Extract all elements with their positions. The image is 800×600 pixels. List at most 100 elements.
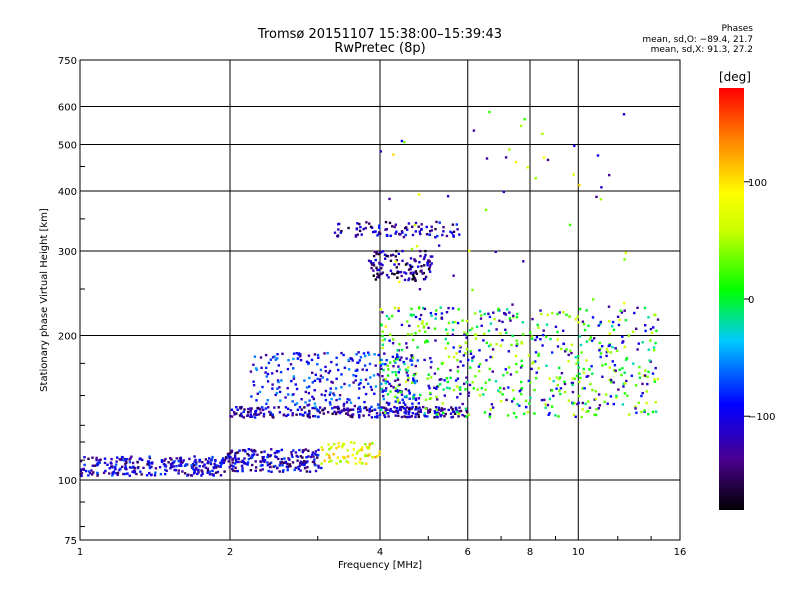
data-point [590, 365, 593, 368]
data-point [396, 270, 399, 273]
data-point [394, 370, 397, 374]
data-point [364, 392, 368, 396]
data-point [215, 466, 218, 469]
data-point [340, 373, 343, 376]
data-point [297, 467, 300, 471]
data-point [276, 357, 279, 360]
data-point [382, 368, 385, 372]
data-point [335, 412, 338, 415]
data-point [441, 233, 444, 237]
data-point [502, 190, 505, 194]
data-point [419, 313, 423, 317]
data-point [456, 370, 460, 373]
data-point [428, 260, 431, 263]
data-point [540, 398, 544, 402]
data-point [388, 221, 392, 225]
data-point [451, 333, 454, 336]
data-point [412, 377, 415, 380]
data-point [567, 399, 571, 402]
data-point [534, 360, 537, 363]
data-point [563, 391, 567, 394]
data-point [369, 385, 373, 389]
data-point [389, 234, 392, 237]
data-point [279, 461, 282, 464]
data-point [265, 366, 268, 370]
x-tick-label: 8 [527, 547, 533, 558]
data-point [277, 457, 280, 461]
data-point [358, 414, 361, 417]
data-point [261, 385, 264, 389]
data-point [412, 273, 415, 276]
data-point [241, 449, 245, 452]
data-point [112, 470, 116, 474]
data-point [515, 316, 519, 319]
data-point [585, 340, 589, 343]
data-point [321, 409, 324, 412]
data-point [385, 401, 389, 404]
data-point [462, 364, 465, 367]
data-point [377, 274, 380, 277]
data-point [372, 254, 376, 258]
data-point [394, 389, 398, 392]
data-point [416, 359, 419, 362]
data-point [617, 323, 621, 327]
data-point [164, 457, 167, 461]
data-point [372, 230, 375, 234]
data-point [571, 381, 575, 385]
data-point [347, 409, 350, 413]
data-point [305, 456, 308, 459]
data-point [519, 380, 523, 384]
data-point [571, 390, 575, 394]
data-point [274, 455, 277, 458]
data-point [484, 208, 488, 212]
data-point [414, 398, 418, 402]
data-point [110, 462, 113, 465]
data-point [545, 335, 548, 339]
data-point [438, 378, 441, 381]
data-point [332, 392, 335, 395]
data-point [605, 347, 609, 351]
data-point [235, 460, 238, 464]
data-point [564, 350, 567, 353]
data-point [291, 461, 295, 464]
data-point [252, 384, 256, 387]
data-point [656, 318, 660, 321]
data-point [516, 342, 519, 346]
data-point [381, 311, 384, 314]
data-point [421, 322, 424, 325]
data-point [654, 366, 657, 370]
data-point [304, 401, 307, 404]
data-point [238, 449, 241, 452]
data-point [595, 408, 598, 411]
data-point [436, 367, 440, 371]
data-point [461, 402, 464, 406]
data-point [336, 410, 339, 414]
data-point [491, 370, 494, 373]
data-point [634, 405, 637, 408]
data-point [323, 459, 326, 463]
data-point [351, 408, 355, 411]
data-point [370, 263, 374, 266]
data-point [576, 359, 580, 362]
data-point [623, 302, 626, 305]
data-point [383, 338, 386, 341]
data-point [410, 307, 413, 310]
data-point [99, 458, 102, 461]
data-point [133, 467, 136, 470]
data-point [83, 463, 86, 467]
data-point [599, 320, 602, 324]
data-point [443, 394, 446, 397]
data-point [593, 337, 596, 340]
data-point [130, 466, 133, 469]
data-point [347, 368, 351, 371]
data-point [393, 395, 397, 398]
data-point [423, 277, 427, 281]
data-point [269, 358, 272, 361]
data-point [317, 356, 320, 359]
data-point [465, 381, 469, 384]
colorbar [719, 88, 744, 510]
data-point [391, 253, 395, 257]
data-point [487, 312, 490, 315]
data-point [396, 411, 400, 415]
data-point [434, 236, 437, 239]
